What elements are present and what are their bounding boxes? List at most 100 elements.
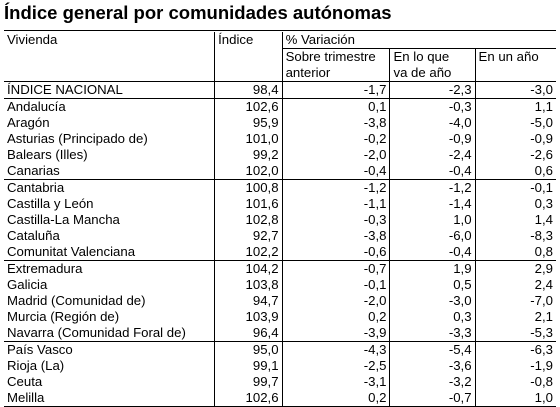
cell-index: 100,8 xyxy=(214,179,283,196)
header-anual: En un año xyxy=(474,48,556,82)
table-row: País Vasco 95,0 -4,3 -5,4 -6,3 xyxy=(4,341,556,358)
table-row: Navarra (Comunidad Foral de) 96,4 -3,9 -3,3… xyxy=(4,325,556,342)
cell-region: Ceuta xyxy=(7,374,43,389)
cell-var-anual: -6,3 xyxy=(474,341,556,358)
cell-var-anual: 0,6 xyxy=(474,163,556,180)
cell-index: 103,8 xyxy=(214,277,283,293)
cell-var-ano-actual: 0,5 xyxy=(389,277,476,293)
cell-index: 96,4 xyxy=(214,325,283,342)
cell-region: País Vasco xyxy=(4,341,215,358)
cell-index: 94,7 xyxy=(214,293,283,309)
cell-var-ano-actual: -0,4 xyxy=(389,244,476,261)
header-vivienda: Vivienda xyxy=(7,32,58,47)
header-variacion: % Variación xyxy=(281,32,556,49)
cell-var-ano-actual: -0,3 xyxy=(389,98,476,115)
cell-var-trimestre: 0,2 xyxy=(281,309,390,325)
header-trimestre: Sobre trimestre anterior xyxy=(281,48,390,82)
cell-var-trimestre: -3,8 xyxy=(281,228,390,244)
cell-var-trimestre: -0,4 xyxy=(281,163,390,180)
header-ano-actual-line2: va de año xyxy=(393,65,452,80)
table-row: Canarias 102,0 -0,4 -0,4 0,6 xyxy=(4,163,556,180)
title-rule xyxy=(4,30,556,31)
cell-region: Aragón xyxy=(7,115,50,130)
cell-index: 102,6 xyxy=(214,390,283,407)
cell-region: Cantabria xyxy=(4,179,215,196)
cell-var-trimestre: -2,0 xyxy=(281,147,390,163)
cell-var-anual: 0,8 xyxy=(474,244,556,261)
cell-var-anual: 1,1 xyxy=(474,98,556,115)
table-row: Castilla y León 101,6 -1,1 -1,4 0,3 xyxy=(4,196,556,212)
cell-region: Navarra (Comunidad Foral de) xyxy=(7,325,186,340)
header-ano-actual-line1: En lo que xyxy=(393,49,450,64)
cell-region: ÍNDICE NACIONAL xyxy=(4,81,215,99)
table-row: Andalucía 102,6 0,1 -0,3 1,1 xyxy=(4,98,556,115)
cell-var-ano-actual: -0,9 xyxy=(389,131,476,147)
cell-var-trimestre: -3,8 xyxy=(281,115,390,131)
cell-var-anual: 1,0 xyxy=(474,390,556,407)
header-trimestre-line1: Sobre trimestre xyxy=(285,49,376,64)
cell-index: 102,2 xyxy=(214,244,283,261)
cell-var-anual: -8,3 xyxy=(474,228,556,244)
cell-var-ano-actual: 1,0 xyxy=(389,212,476,228)
cell-var-trimestre: -2,0 xyxy=(281,293,390,309)
page-title: Índice general por comunidades autónomas xyxy=(4,2,392,23)
table-row: Cantabria 100,8 -1,2 -1,2 -0,1 xyxy=(4,179,556,196)
cell-var-anual: -0,9 xyxy=(474,131,556,147)
cell-index: 101,0 xyxy=(214,131,283,147)
cell-var-ano-actual: -6,0 xyxy=(389,228,476,244)
table-body: ÍNDICE NACIONAL 98,4 -1,7 -2,3 -3,0 Andalucía… xyxy=(4,81,556,407)
cell-var-anual: 1,4 xyxy=(474,212,556,228)
cell-var-ano-actual: -3,0 xyxy=(389,293,476,309)
cell-var-trimestre: -1,2 xyxy=(281,179,390,196)
cell-var-trimestre: -3,1 xyxy=(281,374,390,390)
cell-index: 95,0 xyxy=(214,341,283,358)
data-table: Vivienda Índice % Variación Sobre trimes… xyxy=(4,32,556,407)
cell-region: Melilla xyxy=(4,390,215,407)
cell-var-ano-actual: -3,3 xyxy=(389,325,476,342)
cell-region: Rioja (La) xyxy=(7,358,65,373)
cell-var-anual: -7,0 xyxy=(474,293,556,309)
header-indice: Índice xyxy=(214,32,283,49)
cell-var-trimestre: -1,7 xyxy=(281,81,390,99)
table-row: Melilla 102,6 0,2 -0,7 1,0 xyxy=(4,390,556,407)
cell-var-trimestre: 0,2 xyxy=(281,390,390,407)
cell-index: 104,2 xyxy=(214,260,283,277)
cell-var-ano-actual: -2,4 xyxy=(389,147,476,163)
cell-var-ano-actual: 0,3 xyxy=(389,309,476,325)
cell-region: Madrid (Comunidad de) xyxy=(7,293,146,308)
cell-var-anual: 2,4 xyxy=(474,277,556,293)
table-row: Ceuta 99,7 -3,1 -3,2 -0,8 xyxy=(4,374,556,390)
cell-index: 102,0 xyxy=(214,163,283,180)
cell-var-ano-actual: -5,4 xyxy=(389,341,476,358)
header-ano-actual: En lo que va de año xyxy=(389,48,476,82)
cell-index: 92,7 xyxy=(214,228,283,244)
table-row: Rioja (La) 99,1 -2,5 -3,6 -1,9 xyxy=(4,358,556,374)
header-spacer xyxy=(214,48,283,82)
cell-region: Castilla-La Mancha xyxy=(7,212,120,227)
cell-var-ano-actual: -1,2 xyxy=(389,179,476,196)
cell-var-ano-actual: -1,4 xyxy=(389,196,476,212)
table-row: Madrid (Comunidad de) 94,7 -2,0 -3,0 -7,0 xyxy=(4,293,556,309)
cell-index: 103,9 xyxy=(214,309,283,325)
cell-region: Balears (Illes) xyxy=(7,147,88,162)
header-spacer xyxy=(4,49,215,82)
cell-index: 99,1 xyxy=(214,358,283,374)
header-trimestre-line2: anterior xyxy=(285,65,331,80)
table-row: Aragón 95,9 -3,8 -4,0 -5,0 xyxy=(4,115,556,131)
cell-index: 102,6 xyxy=(214,98,283,115)
cell-var-trimestre: 0,1 xyxy=(281,98,390,115)
cell-index: 99,7 xyxy=(214,374,283,390)
table-row: Extremadura 104,2 -0,7 1,9 2,9 xyxy=(4,260,556,277)
cell-region: Extremadura xyxy=(4,260,215,277)
cell-var-anual: 2,1 xyxy=(474,309,556,325)
cell-var-ano-actual: -4,0 xyxy=(389,115,476,131)
cell-var-ano-actual: -0,7 xyxy=(389,390,476,407)
cell-var-trimestre: -2,5 xyxy=(281,358,390,374)
cell-region: Andalucía xyxy=(4,98,215,115)
cell-var-anual: 0,3 xyxy=(474,196,556,212)
table-row: Balears (Illes) 99,2 -2,0 -2,4 -2,6 xyxy=(4,147,556,163)
table-row: Comunitat Valenciana 102,2 -0,6 -0,4 0,8 xyxy=(4,244,556,261)
cell-index: 95,9 xyxy=(214,115,283,131)
cell-region: Murcia (Región de) xyxy=(7,309,120,324)
cell-var-ano-actual: -2,3 xyxy=(389,81,476,99)
